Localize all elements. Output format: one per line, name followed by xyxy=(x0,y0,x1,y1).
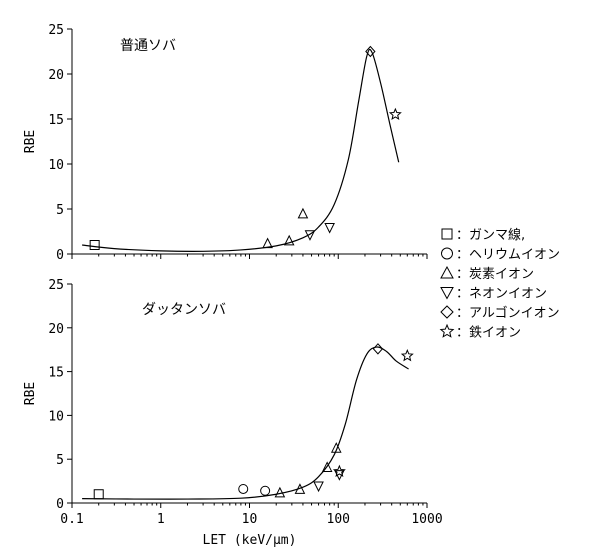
data-point-triangle-down xyxy=(324,223,335,234)
x-tick-label: 0.1 xyxy=(60,512,83,527)
legend-item: ：アルゴンイオン xyxy=(440,305,560,321)
legend-item: ：ネオンイオン xyxy=(440,287,547,302)
y-tick-label: 15 xyxy=(48,113,64,128)
legend-item: ：炭素イオン xyxy=(440,265,534,282)
data-point-triangle-up xyxy=(274,486,286,498)
y-tick-label: 5 xyxy=(56,453,64,468)
legend-marker-circle xyxy=(441,247,453,260)
y-tick-label: 0 xyxy=(56,497,64,512)
chart-panel-common-buckwheat: 0 5 10 15 20 25 RBE 普通ソバ xyxy=(23,23,428,263)
x-tick-label: 1000 xyxy=(411,512,442,527)
data-point-triangle-up xyxy=(321,461,333,472)
fit-curve xyxy=(82,346,409,500)
data-point-triangle-down xyxy=(313,481,324,493)
y-tick-label: 20 xyxy=(48,322,64,337)
y-axis-title: RBE xyxy=(23,130,38,153)
data-point-diamond xyxy=(372,343,384,355)
x-tick-label: 100 xyxy=(327,512,350,527)
fit-curve xyxy=(82,48,400,252)
data-point-triangle-up xyxy=(283,234,295,246)
legend-label: ：鉄イオン xyxy=(456,326,521,341)
data-point-triangle-down xyxy=(304,230,316,241)
legend-marker-triangle-up xyxy=(440,265,454,279)
data-point-square xyxy=(93,489,104,500)
x-tick-label: 10 xyxy=(242,512,258,527)
x-axis-title: LET (keV/μm) xyxy=(203,533,297,548)
legend-marker-diamond xyxy=(440,305,454,319)
y-tick-label: 25 xyxy=(48,23,64,38)
data-point-triangle-up xyxy=(330,442,342,453)
legend-label: ：炭素イオン xyxy=(456,267,534,282)
x-tick-label: 1 xyxy=(157,512,165,527)
panel-title: ダッタンソバ xyxy=(142,302,226,318)
legend-label: ：ネオンイオン xyxy=(456,287,547,302)
y-tick-label: 5 xyxy=(56,203,64,218)
panel-title: 普通ソバ xyxy=(120,38,176,54)
data-point-triangle-up xyxy=(297,207,309,219)
data-point-triangle-up xyxy=(294,483,306,494)
y-tick-label: 20 xyxy=(48,68,64,83)
data-point-star xyxy=(332,464,346,477)
legend-item: ：鉄イオン xyxy=(439,323,521,341)
data-point-circle xyxy=(260,485,271,496)
y-tick-label: 25 xyxy=(48,278,64,293)
y-tick-label: 10 xyxy=(48,409,64,424)
legend-label: ：ヘリウムイオン xyxy=(456,248,560,263)
data-point-star xyxy=(388,107,402,121)
legend-label: ：ガンマ線, xyxy=(456,227,525,243)
legend-marker-triangle-down xyxy=(440,287,454,300)
legend-item: ：ガンマ線, xyxy=(441,227,525,243)
y-tick-label: 10 xyxy=(48,158,64,173)
chart-legend: ：ガンマ線, ：ヘリウムイオン ：炭素イオン ：ネオンイオン ：アルゴンイオン ：鉄イオン xyxy=(439,227,560,341)
legend-item: ：ヘリウムイオン xyxy=(441,247,560,263)
y-axis-title: RBE xyxy=(23,382,38,405)
legend-label: ：アルゴンイオン xyxy=(456,305,560,321)
data-point-circle xyxy=(238,483,249,494)
data-point-triangle-up xyxy=(262,237,273,249)
y-tick-label: 0 xyxy=(56,248,64,263)
legend-marker-star xyxy=(439,323,455,338)
legend-marker-square xyxy=(441,228,453,240)
data-point-square xyxy=(89,240,100,250)
data-point-star xyxy=(400,349,414,362)
chart-panel-tartary-buckwheat: 0 5 10 15 20 25 0.1 1 10 100 1000 RBE LET (keV/μm) ダッ… xyxy=(23,278,443,548)
y-tick-label: 15 xyxy=(48,366,64,381)
data-point-diamond xyxy=(365,45,376,58)
